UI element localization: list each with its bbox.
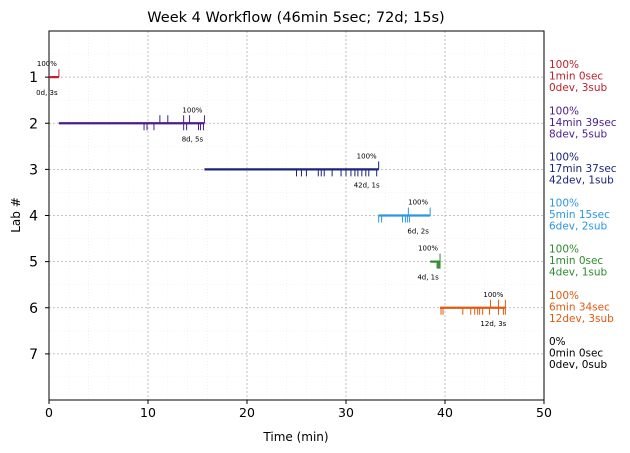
lab-4-summary-line: 100% <box>549 198 579 210</box>
x-axis-label: Time (min) <box>262 430 328 444</box>
lab-1-percent-label: 100% <box>37 60 57 68</box>
lab-7-summary-line: 0min 0sec <box>549 347 603 359</box>
y-tick-label: 7 <box>29 347 38 363</box>
lab-4-summary-line: 5min 15sec <box>549 209 610 221</box>
lab-5-summary-line: 1min 0sec <box>549 255 603 267</box>
x-tick-label: 50 <box>536 405 552 420</box>
lab-3-summary-line: 42dev, 1sub <box>549 174 614 186</box>
lab-6-summary-line: 6min 34sec <box>549 301 610 313</box>
lab-4-stat-label: 6d, 2s <box>407 228 429 236</box>
lab-6-stat-label: 12d, 3s <box>480 320 506 328</box>
lab-2-summary-line: 8dev, 5sub <box>549 128 608 140</box>
y-tick-label: 2 <box>29 116 38 132</box>
lab-6-summary-line: 100% <box>549 290 579 302</box>
lab-7-summary-line: 0dev, 0sub <box>549 359 608 371</box>
x-axis-ticks: 0 10 20 30 40 50 <box>45 400 552 420</box>
y-tick-label: 4 <box>29 209 38 225</box>
x-tick-label: 40 <box>437 405 453 420</box>
y-axis-label: Lab # <box>9 197 23 233</box>
y-tick-label: 6 <box>29 301 38 317</box>
x-tick-label: 30 <box>338 405 354 420</box>
lab-2-stat-label: 8d, 5s <box>182 135 204 143</box>
lab-2-summary-line: 14min 39sec <box>549 117 617 129</box>
x-tick-label: 20 <box>239 405 255 420</box>
lab-3-percent-label: 100% <box>357 152 377 160</box>
grid-lines <box>49 31 544 400</box>
y-tick-label: 5 <box>29 255 38 271</box>
lab-3-stat-label: 42d, 1s <box>354 181 380 189</box>
y-tick-label: 3 <box>29 162 38 178</box>
lab-5-percent-label: 100% <box>418 245 438 253</box>
lab-6-summary-line: 12dev, 3sub <box>549 313 614 325</box>
x-tick-label: 10 <box>140 405 156 420</box>
lab-5-summary-line: 4dev, 1sub <box>549 267 608 279</box>
x-tick-label: 0 <box>45 405 53 420</box>
lab-1-summary-line: 0dev, 3sub <box>549 82 608 94</box>
lab-2-summary-line: 100% <box>549 105 579 117</box>
lab-1-summary-line: 100% <box>549 59 579 71</box>
y-tick-label: 1 <box>29 70 38 86</box>
chart-title: Week 4 Workflow (46min 5sec; 72d; 15s) <box>147 10 444 26</box>
lab-3-summary-line: 17min 37sec <box>549 163 617 175</box>
lab-3-summary-line: 100% <box>549 151 579 163</box>
lab-4-summary-line: 6dev, 2sub <box>549 221 608 233</box>
lab-4-percent-label: 100% <box>408 199 428 207</box>
lab-6-percent-label: 100% <box>483 291 503 299</box>
lab-7-summary-line: 0% <box>549 336 566 348</box>
lab-5-summary-line: 100% <box>549 244 579 256</box>
lab-1-stat-label: 0d, 3s <box>36 89 58 97</box>
lab-bars: 100% 0d, 3s 100% 8d, 5s 100% 42d, 1s 100% 6d, 2… <box>36 60 507 328</box>
y-axis-ticks: 1 2 3 4 5 6 7 <box>29 70 49 363</box>
lab-2-percent-label: 100% <box>182 106 202 114</box>
lab-1-summary-line: 1min 0sec <box>549 71 603 83</box>
lab-5-stat-label: 4d, 1s <box>417 274 439 282</box>
